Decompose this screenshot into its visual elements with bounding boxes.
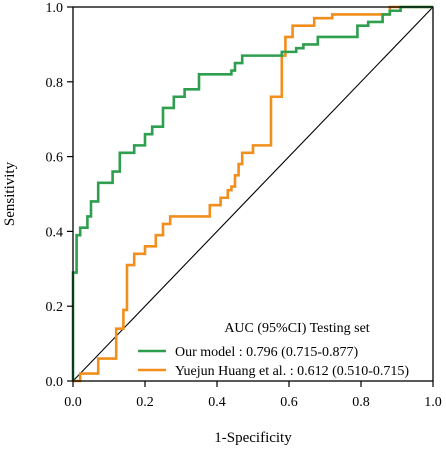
legend-title: AUC (95%CI) Testing set	[224, 321, 369, 336]
y-axis-label: Sensitivity	[2, 161, 18, 226]
x-tick-label: 1.0	[424, 395, 442, 410]
x-tick-label: 0.0	[64, 395, 82, 410]
x-tick-label: 0.6	[280, 395, 298, 410]
plot-frame	[72, 6, 434, 382]
x-tick-label: 0.2	[136, 395, 154, 410]
series-line-yuejun-huang	[73, 5, 433, 383]
axes: 0.0 0.2 0.4 0.6 0.8 1.0 0.0 0.2 0.4 0.6 0.8 1.0	[46, 1, 442, 410]
x-tick-label: 0.8	[352, 395, 370, 410]
x-axis-label: 1-Specificity	[214, 430, 292, 446]
y-tick-label: 0.8	[46, 76, 64, 91]
y-tick-label: 0.6	[46, 151, 64, 166]
legend: AUC (95%CI) Testing set Our model : 0.796…	[138, 321, 409, 379]
reference-diagonal-line	[72, 6, 434, 382]
y-tick-label: 0.2	[46, 300, 64, 315]
plot-area	[71, 5, 434, 383]
y-tick-label: 0.4	[46, 225, 64, 240]
series-line-our-model	[71, 5, 433, 381]
legend-item-yuejun-huang-label: Yuejun Huang et al. : 0.612 (0.510-0.715…	[175, 364, 409, 379]
legend-item-our-model-label: Our model : 0.796 (0.715-0.877)	[175, 345, 358, 360]
y-tick-label: 1.0	[46, 1, 64, 16]
x-tick-label: 0.4	[208, 395, 226, 410]
y-tick-label: 0.0	[46, 375, 64, 390]
